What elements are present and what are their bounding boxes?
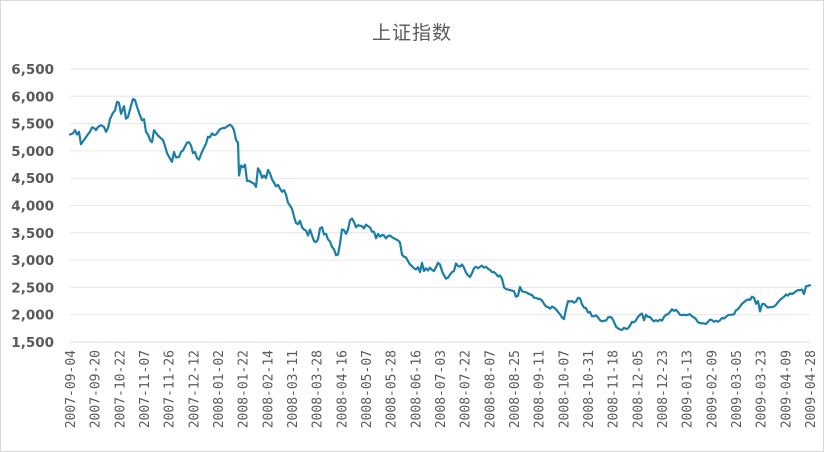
- x-tick-label: 2008-04-16: [335, 350, 350, 428]
- x-axis-labels: 2007-09-04 2007-09-20 2007-10-22 2007-11-07…: [64, 350, 819, 428]
- x-tick-label: 2009-01-13: [681, 350, 696, 428]
- gridlines: [70, 68, 810, 343]
- x-tick-label: 2009-03-23: [755, 350, 770, 428]
- x-tick-label: 2008-02-14: [261, 350, 276, 428]
- x-tick-label: 2009-04-09: [779, 350, 794, 428]
- x-tick-label: 2008-07-22: [459, 350, 474, 428]
- series-line-shanghai-index: [68, 97, 812, 332]
- x-tick-label: 2008-05-07: [360, 350, 375, 428]
- x-tick-label: 2008-12-23: [656, 350, 671, 428]
- y-tick-label: 3,000: [11, 253, 54, 269]
- x-tick-label: 2008-12-05: [631, 350, 646, 428]
- x-tick-label: 2009-02-09: [705, 350, 720, 428]
- y-tick-label: 4,000: [11, 199, 54, 215]
- x-tick-label: 2008-01-02: [212, 350, 227, 428]
- x-tick-label: 2008-05-28: [385, 350, 400, 428]
- x-tick-label: 2008-09-11: [533, 350, 548, 428]
- x-tick-label: 2008-10-07: [557, 350, 572, 428]
- y-tick-label: 2,500: [11, 280, 54, 296]
- x-tick-label: 2008-03-28: [311, 350, 326, 428]
- y-tick-label: 3,500: [11, 226, 54, 242]
- y-tick-label: 5,500: [11, 117, 54, 133]
- x-tick-label: 2009-03-05: [730, 350, 745, 428]
- x-tick-label: 2008-11-18: [607, 350, 622, 428]
- y-tick-label: 4,500: [11, 171, 54, 187]
- y-axis-labels: 1,500 2,000 2,500 3,000 3,500 4,000 4,500 5,000…: [11, 62, 54, 351]
- x-tick-label: 2007-09-20: [89, 350, 104, 428]
- x-tick-label: 2008-01-22: [237, 350, 252, 428]
- x-tick-label: 2007-11-26: [163, 350, 178, 428]
- x-tick-label: 2008-07-03: [434, 350, 449, 428]
- y-tick-label: 5,000: [11, 144, 54, 160]
- x-tick-label: 2008-03-11: [286, 350, 301, 428]
- y-tick-label: 6,500: [11, 62, 54, 78]
- x-tick-label: 2008-08-25: [508, 350, 523, 428]
- y-tick-label: 6,000: [11, 89, 54, 105]
- x-tick-label: 2009-04-28: [804, 350, 819, 428]
- y-tick-label: 2,000: [11, 308, 54, 324]
- x-tick-label: 2007-11-07: [138, 350, 153, 428]
- x-tick-label: 2007-12-12: [187, 350, 202, 428]
- x-tick-label: 2007-10-22: [113, 350, 128, 428]
- x-tick-label: 2008-06-16: [409, 350, 424, 428]
- x-tick-label: 2008-10-31: [582, 350, 597, 428]
- x-tick-label: 2007-09-04: [64, 350, 79, 428]
- chart-title: 上证指数: [371, 22, 452, 44]
- x-tick-label: 2008-08-07: [483, 350, 498, 428]
- y-tick-label: 1,500: [11, 335, 54, 351]
